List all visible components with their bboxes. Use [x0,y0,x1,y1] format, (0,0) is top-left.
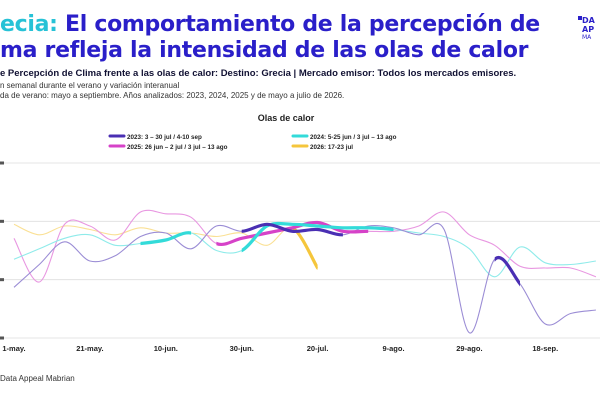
x-tick-label: 21-may. [76,344,103,353]
series-line-2023 [13,222,596,334]
x-tick-label: 20-jul. [307,344,329,353]
title-text: El comportamiento de la percepción de [57,12,540,37]
logo-text-1: DA [582,16,595,25]
data-source: Data Appeal Mabrian [0,374,75,383]
heatwave-segment-2025 [216,220,369,247]
brand-logo: DA AP MA [578,16,600,42]
logo-mark-icon [578,16,582,20]
heatwave-segment-2024 [140,231,192,246]
x-tick-label: 29-ago. [456,344,482,353]
y-tick-mark [0,219,4,223]
legend-label-2023: 2023: 3 – 30 jul / 4-10 sep [127,134,202,141]
heatwave-segment-2026 [292,226,318,270]
logo-text-2: AP [582,25,595,34]
x-tick-label: 18-sep. [532,344,558,353]
logo-text-3: MA [582,34,592,41]
title-destination: ecia: [0,12,58,37]
legend-label-2024: 2024: 5-25 jun / 3 jul – 13 ago [310,134,397,141]
y-tick-mark [0,336,4,340]
y-tick-mark [0,278,4,282]
x-tick-label: 30-jun. [230,344,254,353]
x-tick-label: 1-may. [2,344,25,353]
legend-label-2025: 2025: 26 jun – 2 jul / 3 jul – 13 ago [127,144,228,151]
legend-label-2026: 2026: 17-23 jul [310,144,353,151]
heatwave-segment-2023 [241,222,343,237]
page-title-line-1: ecia: El comportamiento de la percepción… [0,12,540,38]
x-tick-label: 10-jun. [154,344,178,353]
chart-description: n semanal durante el verano y variación … [0,81,180,90]
heatwave-segment-2024 [241,221,394,253]
chart-subtitle: e Percepción de Clima frente a las olas … [0,68,517,79]
heatwave-segment-2023 [494,255,521,287]
page-title-line-2: ma refleja la intensidad de las olas de … [0,38,529,63]
x-tick-label: 9-ago. [382,344,404,353]
y-tick-mark [0,161,4,165]
chart-period-note: da de verano: mayo a septiembre. Años an… [0,91,345,100]
chart-title: Olas de calor [258,113,315,123]
